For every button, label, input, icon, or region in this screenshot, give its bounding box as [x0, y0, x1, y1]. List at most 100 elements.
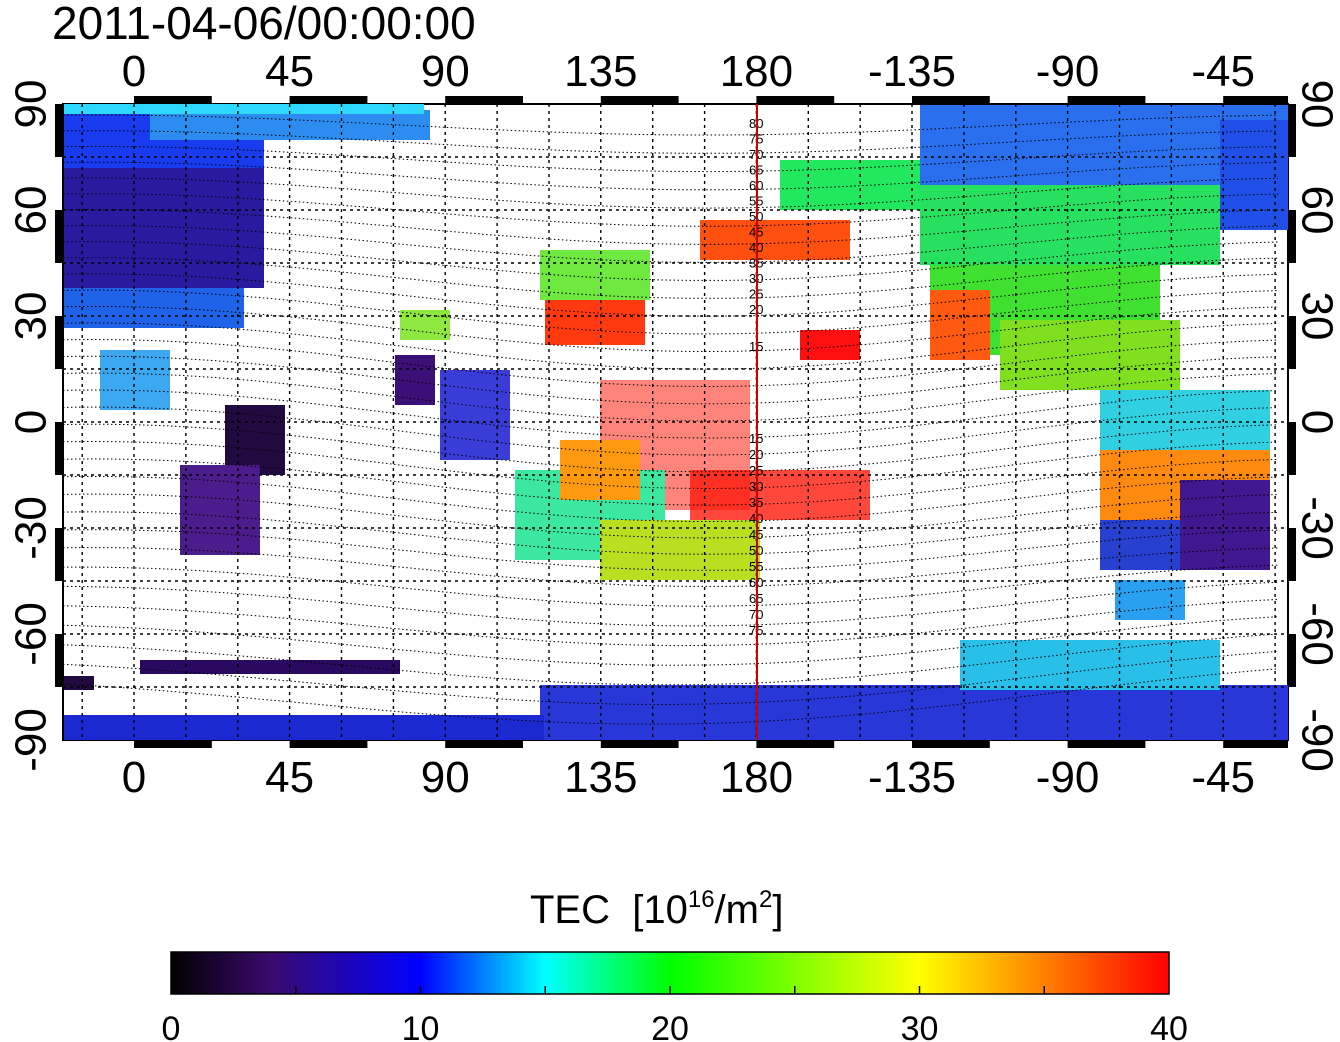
bottom-lon-label: -135 — [868, 753, 956, 802]
left-lat-label: -30 — [7, 496, 56, 560]
left-lat-label: -90 — [7, 708, 56, 772]
bottom-tick-bar — [756, 740, 835, 748]
left-lat-label: 0 — [7, 410, 56, 434]
tec-map: 8075706560555045403530252015152025303540… — [7, 47, 1340, 802]
contour-line — [63, 633, 1279, 686]
axis-labels: 0045459090135135180180-135-135-90-90-45-… — [7, 47, 1340, 802]
contour-line — [63, 564, 1279, 607]
contour-line — [63, 511, 1279, 555]
left-tick-bar — [55, 316, 63, 369]
bottom-lon-label: 135 — [564, 753, 637, 802]
contour-line — [63, 372, 1279, 422]
contour-line — [63, 406, 1279, 456]
bottom-lon-label: 45 — [265, 753, 314, 802]
colorbar-tick-label: 0 — [162, 1010, 181, 1042]
bottom-lon-label: 180 — [720, 753, 793, 802]
tick-bars — [55, 96, 1296, 748]
left-tick-bar — [55, 634, 63, 687]
left-tick-bar — [55, 210, 63, 263]
contour-line — [63, 161, 1279, 191]
left-lat-label: 30 — [7, 292, 56, 341]
contour-line — [63, 177, 1279, 209]
contour-line — [63, 355, 1279, 405]
contour-line — [63, 650, 1279, 706]
left-tick-bar — [55, 104, 63, 157]
right-lat-label: -60 — [1292, 602, 1340, 666]
contour-line — [63, 668, 1279, 725]
contour-line — [63, 547, 1279, 587]
top-lon-label: 45 — [265, 47, 314, 96]
bottom-tick-bar — [600, 740, 679, 748]
colorbar-unit-mid: /m — [714, 888, 759, 932]
contour-line — [63, 598, 1279, 647]
right-lat-label: 60 — [1292, 186, 1340, 235]
contour-line — [63, 257, 1279, 299]
right-tick-bar — [1288, 422, 1296, 475]
bottom-tick-bar — [289, 740, 368, 748]
left-tick-bar — [55, 422, 63, 475]
contour-line — [63, 338, 1279, 388]
timestamp-title: 2011-04-06/00:00:00 — [52, 0, 476, 49]
top-lon-label: 180 — [720, 47, 793, 96]
right-lat-label: 30 — [1292, 292, 1340, 341]
top-lon-label: -135 — [868, 47, 956, 96]
right-lat-label: -30 — [1292, 496, 1340, 560]
contour-line — [63, 114, 1279, 136]
contour-line — [63, 130, 1279, 154]
left-tick-bar — [55, 528, 63, 581]
top-tick-bar — [134, 96, 212, 104]
top-tick-bar — [600, 96, 679, 104]
contour-line — [63, 193, 1279, 227]
contour-line — [63, 273, 1279, 317]
contour-line — [63, 289, 1279, 335]
magnetic-contours — [63, 114, 1279, 725]
top-lon-label: -45 — [1191, 47, 1255, 96]
bottom-tick-bar — [445, 740, 523, 748]
bottom-lon-label: 0 — [122, 753, 146, 802]
colorbar-title-text: TEC — [530, 888, 610, 932]
top-tick-bar — [756, 96, 835, 104]
contour-line — [63, 209, 1279, 245]
top-tick-bar — [912, 96, 990, 104]
colorbar-unit-prefix: [10 — [632, 888, 688, 932]
top-tick-bar — [289, 96, 368, 104]
right-tick-bar — [1288, 210, 1296, 263]
colorbar-tick-label: 10 — [402, 1010, 440, 1042]
colorbar-unit-suffix: ] — [772, 888, 784, 932]
contour-line — [63, 458, 1279, 506]
top-lon-label: 135 — [564, 47, 637, 96]
bottom-lon-label: -90 — [1036, 753, 1100, 802]
top-lon-label: 90 — [421, 47, 470, 96]
bottom-tick-bar — [134, 740, 212, 748]
tec-data-layer — [64, 104, 1288, 740]
bottom-lon-label: -45 — [1191, 753, 1255, 802]
bottom-tick-bar — [912, 740, 990, 748]
colorbar-tick-label: 40 — [1150, 1010, 1188, 1042]
contour-line — [63, 241, 1279, 281]
top-tick-bar — [1067, 96, 1146, 104]
top-tick-bar — [1223, 96, 1288, 104]
map-grid — [63, 104, 1288, 740]
left-lat-label: -60 — [7, 602, 56, 666]
colorbar-ticks: 0 10 20 30 40 — [162, 986, 1188, 1042]
top-tick-bar — [445, 96, 523, 104]
colorbar-unit-exp1: 16 — [687, 886, 715, 913]
left-lat-label: 60 — [7, 186, 56, 235]
contour-line — [63, 145, 1279, 173]
right-lat-label: 90 — [1292, 80, 1340, 129]
right-lat-label: 0 — [1292, 410, 1340, 434]
right-tick-bar — [1288, 634, 1296, 687]
colorbar-unit-exp2: 2 — [758, 886, 773, 913]
contour-line — [63, 389, 1279, 439]
bottom-tick-bar — [1067, 740, 1146, 748]
top-lon-label: -90 — [1036, 47, 1100, 96]
right-lat-label: -90 — [1292, 708, 1340, 772]
colorbar-gradient — [170, 951, 1170, 995]
colorbar-title: TEC [1016/m2] — [530, 886, 784, 933]
bottom-lon-label: 90 — [421, 753, 470, 802]
right-tick-bar — [1288, 104, 1296, 157]
contour-line — [63, 322, 1279, 370]
colorbar-tick-label: 20 — [651, 1010, 689, 1042]
right-tick-bar — [1288, 316, 1296, 369]
contour-line — [63, 423, 1279, 473]
